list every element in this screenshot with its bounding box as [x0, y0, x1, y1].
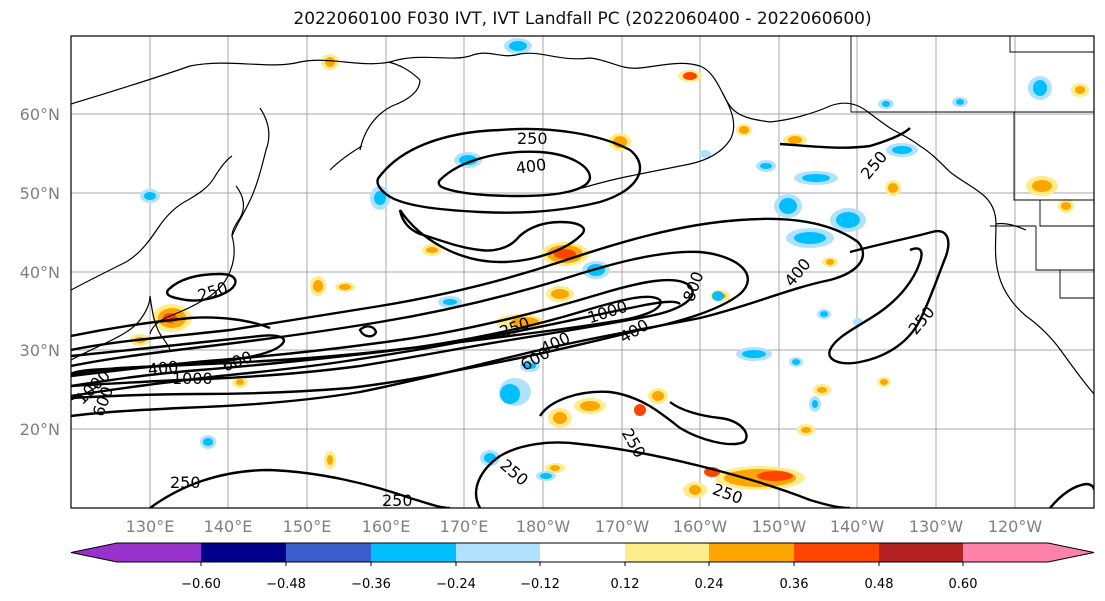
colorbar-segment [71, 543, 201, 562]
colorbar-segment [456, 543, 540, 562]
lon-axis-labels: 130°E 140°E 150°E 160°E 170°E 180°W 170°… [126, 517, 1043, 536]
lat-label: 50°N [20, 184, 60, 203]
pc-shading [130, 38, 1089, 498]
ivt-contours [71, 127, 1094, 508]
colorbar-segment [201, 543, 286, 562]
colorbar-tick-label: 0.12 [611, 577, 640, 592]
lat-gridlines [71, 113, 1094, 430]
colorbar-tick-label: −0.48 [266, 577, 306, 592]
colorbar-tick-label: −0.60 [181, 577, 221, 592]
colorbar-tick-label: 0.48 [865, 577, 894, 592]
contour-label: 250 [170, 473, 201, 492]
colorbar-tick-label: 0.24 [695, 577, 724, 592]
lon-label: 130°W [909, 517, 964, 536]
contour-label: 1000 [172, 369, 213, 388]
lat-axis-labels: 60°N 50°N 40°N 30°N 20°N [20, 105, 60, 439]
colorbar-segment [794, 543, 879, 562]
colorbar [70, 542, 1095, 566]
lon-label: 170°E [440, 517, 489, 536]
lon-gridlines [149, 36, 1016, 508]
figure-title: 2022060100 F030 IVT, IVT Landfall PC (20… [293, 9, 872, 29]
colorbar-segment [371, 543, 456, 562]
lon-label: 150°E [283, 517, 332, 536]
lat-label: 40°N [20, 263, 60, 282]
colorbar-segment [879, 543, 963, 562]
lon-label: 150°W [752, 517, 807, 536]
colorbar-tick-label: 0.36 [780, 577, 809, 592]
map-area: 250 400 250 400 800 250 250 400 1000 250… [71, 36, 1094, 510]
colorbar-tick-label: −0.12 [520, 577, 560, 592]
lon-label: 180°W [516, 517, 571, 536]
colorbar-tick-label: −0.36 [351, 577, 391, 592]
lon-label: 120°W [988, 517, 1043, 536]
colorbar-segment [709, 543, 794, 562]
map-frame [70, 35, 1095, 509]
lon-label: 160°W [673, 517, 728, 536]
contour-label: 250 [382, 491, 413, 510]
lat-label: 60°N [20, 105, 60, 124]
lon-label: 160°E [362, 517, 411, 536]
contour-label: 400 [147, 357, 179, 379]
colorbar-segment [286, 543, 371, 562]
lat-label: 30°N [20, 341, 60, 360]
colorbar-tick-label: 0.60 [949, 577, 978, 592]
lat-label: 20°N [20, 420, 60, 439]
borders [850, 36, 1094, 299]
colorbar-tick-label: −0.24 [436, 577, 476, 592]
lon-label: 140°W [830, 517, 885, 536]
colorbar-outline [70, 542, 1095, 563]
colorbar-tick-labels: −0.60 −0.48 −0.36 −0.24 −0.12 0.12 0.24 … [181, 577, 977, 592]
lon-label: 170°W [595, 517, 650, 536]
colorbar-segment [540, 543, 625, 562]
lon-label: 140°E [204, 517, 253, 536]
colorbar-segment [625, 543, 709, 562]
lon-label: 130°E [126, 517, 175, 536]
contour-label: 400 [515, 155, 548, 178]
colorbar-segment [963, 543, 1094, 562]
contour-label: 250 [517, 129, 548, 148]
